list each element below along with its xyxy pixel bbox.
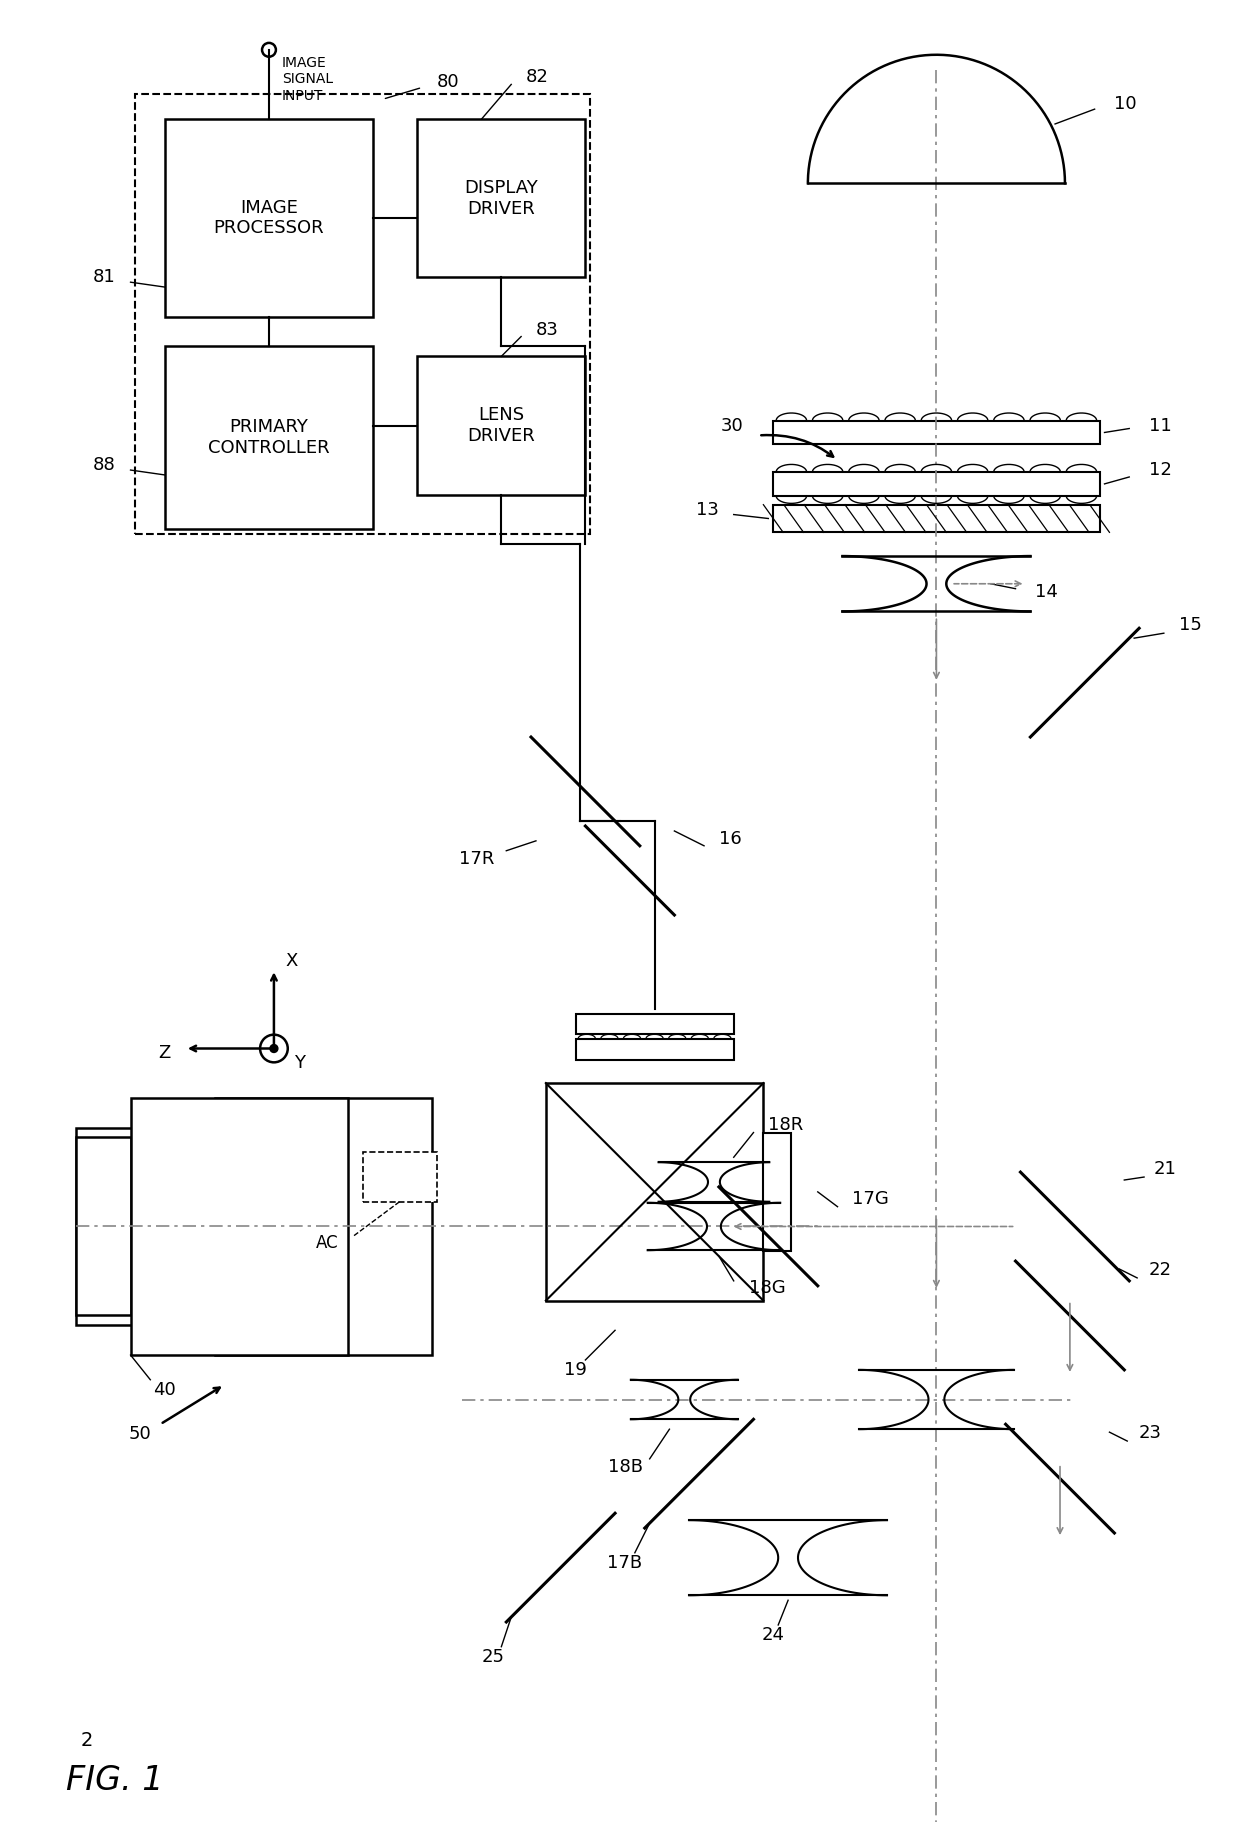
Text: 23: 23 bbox=[1140, 1423, 1162, 1442]
Bar bbox=[135, 93, 590, 535]
Text: 2: 2 bbox=[81, 1731, 93, 1750]
Text: PRIMARY
CONTROLLER: PRIMARY CONTROLLER bbox=[208, 418, 330, 456]
Text: 50: 50 bbox=[129, 1425, 151, 1444]
Text: 14: 14 bbox=[1035, 583, 1058, 601]
Text: 22: 22 bbox=[1149, 1260, 1172, 1279]
Text: IMAGE
SIGNAL
INPUT: IMAGE SIGNAL INPUT bbox=[281, 57, 334, 103]
Text: 40: 40 bbox=[154, 1381, 176, 1398]
Text: 17G: 17G bbox=[852, 1189, 889, 1207]
Text: 82: 82 bbox=[526, 68, 549, 86]
Text: 11: 11 bbox=[1149, 416, 1172, 434]
Text: 17B: 17B bbox=[608, 1554, 642, 1572]
Bar bbox=[764, 1132, 791, 1251]
Bar bbox=[165, 119, 373, 317]
Text: 83: 83 bbox=[536, 321, 559, 339]
Text: 13: 13 bbox=[696, 500, 719, 518]
Text: 25: 25 bbox=[482, 1647, 505, 1665]
Bar bbox=[546, 1083, 764, 1301]
Bar bbox=[575, 1013, 734, 1033]
Text: 10: 10 bbox=[1115, 95, 1137, 114]
Text: 30: 30 bbox=[720, 416, 744, 434]
Text: 21: 21 bbox=[1154, 1160, 1177, 1178]
Bar bbox=[774, 421, 1100, 445]
Text: AC: AC bbox=[315, 1235, 339, 1253]
Text: 12: 12 bbox=[1149, 462, 1172, 478]
Text: 24: 24 bbox=[761, 1625, 785, 1643]
Text: 17R: 17R bbox=[459, 850, 495, 868]
Text: Z: Z bbox=[157, 1044, 170, 1063]
Bar bbox=[418, 357, 585, 495]
Text: Y: Y bbox=[294, 1055, 305, 1072]
Text: IMAGE
PROCESSOR: IMAGE PROCESSOR bbox=[213, 198, 325, 238]
Bar bbox=[575, 1039, 734, 1061]
Text: 88: 88 bbox=[93, 456, 115, 474]
Bar bbox=[165, 346, 373, 529]
Bar bbox=[774, 504, 1100, 533]
Text: 16: 16 bbox=[719, 830, 742, 848]
Text: DISPLAY
DRIVER: DISPLAY DRIVER bbox=[465, 180, 538, 218]
Bar bbox=[215, 1097, 432, 1356]
Text: 81: 81 bbox=[93, 267, 115, 286]
Bar bbox=[363, 1152, 436, 1202]
Circle shape bbox=[270, 1044, 278, 1052]
Text: LENS
DRIVER: LENS DRIVER bbox=[467, 407, 536, 445]
Bar bbox=[76, 1138, 130, 1315]
Bar bbox=[774, 473, 1100, 496]
Text: 15: 15 bbox=[1179, 616, 1202, 634]
Text: X: X bbox=[285, 953, 298, 971]
Bar bbox=[76, 1129, 215, 1325]
Text: 18G: 18G bbox=[749, 1279, 785, 1297]
Bar bbox=[418, 119, 585, 277]
Text: FIG. 1: FIG. 1 bbox=[66, 1764, 164, 1797]
Bar bbox=[130, 1097, 348, 1356]
Text: 80: 80 bbox=[436, 73, 460, 92]
Text: 18B: 18B bbox=[608, 1458, 642, 1477]
Text: 19: 19 bbox=[564, 1361, 587, 1379]
Text: 18R: 18R bbox=[769, 1116, 804, 1134]
